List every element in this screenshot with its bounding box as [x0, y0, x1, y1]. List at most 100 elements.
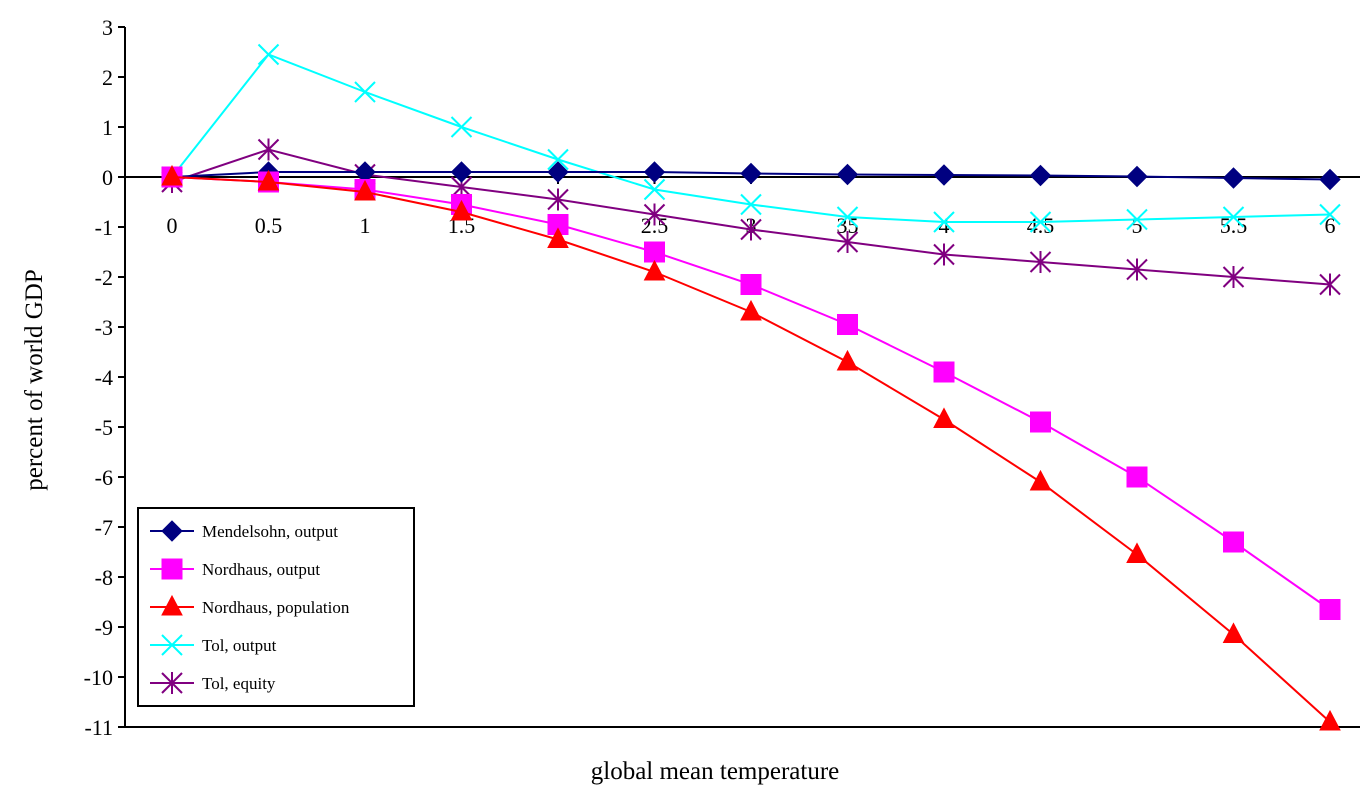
y-tick-label: -7: [95, 515, 113, 540]
data-point: [643, 259, 666, 281]
data-point: [354, 179, 376, 201]
y-tick-label: 2: [102, 65, 113, 90]
data-point: [1126, 208, 1148, 231]
x-tick-label: 5: [1132, 213, 1143, 238]
y-tick-label: -4: [95, 365, 113, 390]
legend-item: Tol, output: [150, 634, 277, 656]
data-point: [836, 349, 859, 371]
y-tick-label: -1: [95, 215, 113, 240]
data-point: [1319, 168, 1341, 191]
legend-marker: [161, 672, 183, 694]
x-tick-label: 0: [167, 213, 178, 238]
legend-item: Mendelsohn, output: [150, 520, 338, 542]
data-point: [257, 169, 280, 191]
data-point: [547, 188, 569, 211]
legend-label: Nordhaus, population: [202, 598, 350, 617]
data-point: [1222, 206, 1245, 228]
data-point: [547, 227, 569, 248]
y-tick-label: 1: [102, 115, 113, 140]
x-tick-label: 1: [360, 213, 371, 238]
data-point: [933, 164, 955, 186]
data-point: [1222, 266, 1245, 288]
x-tick-label: 0.5: [255, 213, 283, 238]
data-point: [1030, 411, 1051, 433]
series-nordhaus-population: [161, 164, 1341, 731]
legend-marker: [161, 594, 183, 616]
legend-marker: [161, 520, 183, 542]
data-point: [547, 161, 569, 183]
y-tick-label: -3: [95, 315, 113, 340]
data-point: [836, 231, 859, 253]
x-tick-label: 6: [1325, 213, 1336, 238]
legend-item: Nordhaus, population: [150, 594, 350, 617]
x-tick-label: 4: [939, 213, 950, 238]
data-point: [740, 162, 762, 185]
data-point: [740, 193, 762, 216]
data-point: [1126, 165, 1148, 188]
series-mendelsohn-output: [161, 161, 1341, 191]
data-point: [1029, 251, 1052, 273]
data-point: [836, 163, 859, 186]
data-point: [837, 314, 858, 335]
y-axis-title: percent of world GDP: [21, 269, 48, 490]
data-point: [1319, 599, 1341, 620]
data-point: [547, 148, 569, 171]
data-point: [1319, 709, 1341, 731]
data-point: [643, 178, 666, 201]
legend-label: Tol, equity: [202, 674, 276, 693]
series-tol-equity: [161, 138, 1341, 296]
y-tick-label: -10: [84, 665, 113, 690]
data-point: [1029, 469, 1052, 491]
data-point: [933, 243, 955, 266]
x-axis-title: global mean temperature: [591, 758, 840, 785]
legend-item: Tol, equity: [150, 672, 276, 694]
y-tick-label: -9: [95, 615, 113, 640]
legend-label: Tol, output: [202, 636, 277, 655]
data-point: [1126, 542, 1148, 563]
legend-marker: [161, 558, 183, 580]
y-tick-label: 3: [102, 15, 113, 40]
y-tick-label: -6: [95, 465, 113, 490]
data-point: [740, 299, 762, 321]
data-point: [450, 116, 473, 138]
legend: Mendelsohn, output Nordhaus, output Nordha…: [137, 507, 415, 707]
data-point: [450, 161, 473, 183]
data-point: [257, 43, 280, 66]
data-point: [1029, 164, 1052, 187]
data-point: [1222, 167, 1245, 189]
data-point: [1126, 258, 1148, 281]
y-tick-label: -8: [95, 565, 113, 590]
x-tick-label: 35: [837, 213, 859, 238]
data-point: [354, 81, 376, 103]
data-point: [740, 274, 762, 295]
data-point: [161, 164, 183, 186]
series-tol-output: [161, 43, 1341, 233]
legend-label: Mendelsohn, output: [202, 522, 338, 541]
x-tick-label: 4.5: [1027, 213, 1055, 238]
legend-box: [137, 507, 415, 707]
y-tick-label: -5: [95, 415, 113, 440]
data-point: [257, 138, 280, 161]
y-tick-label: -2: [95, 265, 113, 290]
legend-marker: [161, 634, 183, 656]
data-point: [1223, 531, 1244, 553]
data-point: [1029, 211, 1052, 233]
data-point: [836, 206, 859, 228]
data-point: [644, 241, 665, 263]
legend-item: Nordhaus, output: [150, 558, 320, 580]
data-point: [643, 161, 666, 183]
axes: 3210-1-2-3-4-5-6-7-8-9-10-1100.511.522.5…: [84, 15, 1360, 740]
data-point: [1126, 466, 1148, 488]
y-tick-label: -11: [84, 715, 113, 740]
data-point: [933, 361, 955, 383]
data-point: [933, 211, 955, 233]
data-point: [1222, 622, 1245, 643]
y-tick-label: 0: [102, 165, 113, 190]
legend-label: Nordhaus, output: [202, 560, 320, 579]
series-line: [171, 53, 1331, 223]
data-point: [450, 199, 473, 221]
data-point: [740, 218, 762, 241]
data-point: [643, 203, 666, 226]
data-point: [1319, 273, 1341, 296]
